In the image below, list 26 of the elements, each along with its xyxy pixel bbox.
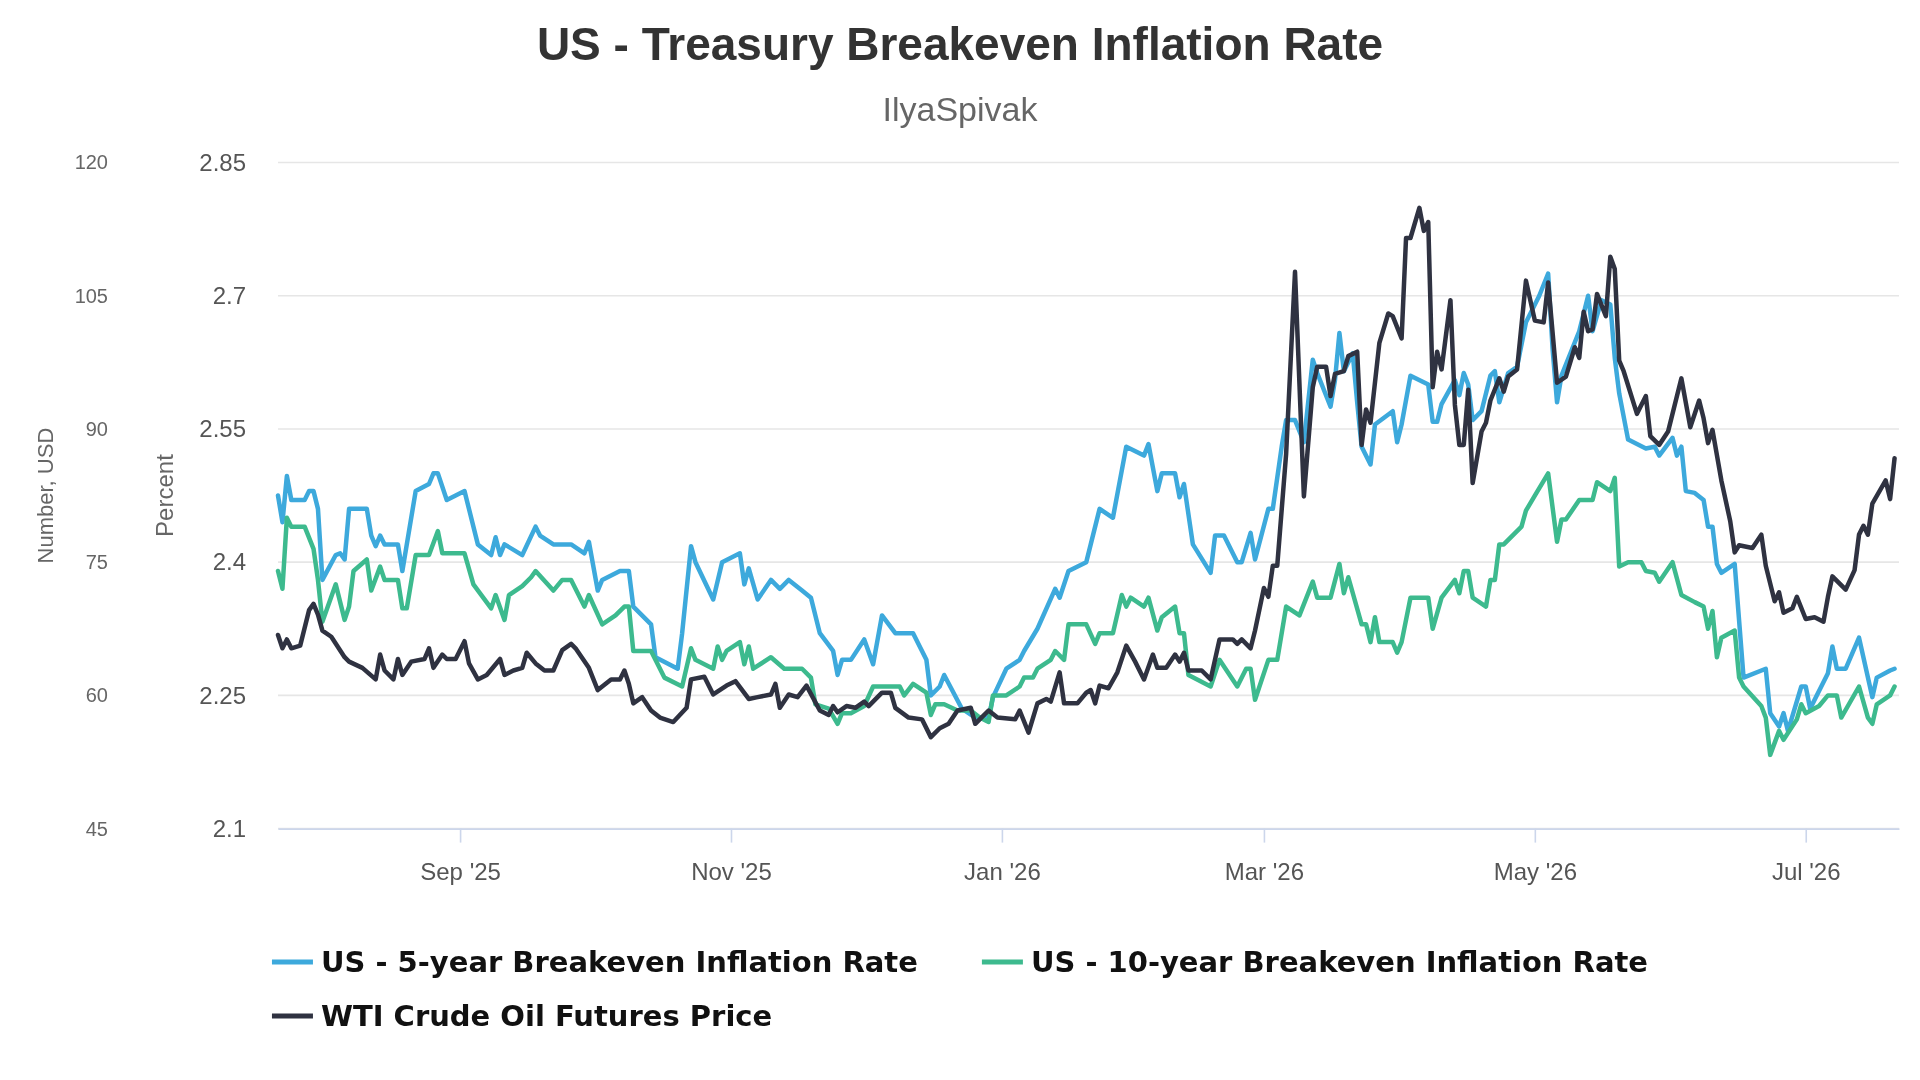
y2-tick-label: 60 — [85, 684, 108, 707]
line-series — [275, 471, 1897, 758]
y2-tick-label: 90 — [85, 417, 108, 440]
y2-axis-title: Number, USD — [32, 427, 58, 564]
legend-label: WTI Crude Oil Futures Price — [320, 999, 773, 1034]
x-tick-label: Mar '26 — [1224, 857, 1305, 885]
legend-label: US - 10-year Breakeven Inflation Rate — [1030, 945, 1649, 980]
legend-label: US - 5-year Breakeven Inflation Rate — [320, 945, 918, 980]
y-tick-label: 2.25 — [199, 681, 246, 709]
x-tick-label: Jan '26 — [964, 857, 1041, 885]
y-axis-title: Percent — [151, 453, 179, 537]
y-tick-label: 2.85 — [199, 148, 246, 176]
y-tick-label: 2.55 — [199, 415, 246, 443]
x-tick-label: Sep '25 — [420, 857, 501, 885]
x-tick-label: Jul '26 — [1771, 857, 1841, 885]
x-tick-label: May '26 — [1493, 857, 1577, 885]
y-tick-label: 2.7 — [212, 281, 246, 309]
y2-tick-label: 45 — [85, 817, 108, 840]
y-tick-label: 2.1 — [212, 814, 246, 842]
x-tick-label: Nov '25 — [691, 857, 772, 885]
y2-tick-label: 120 — [74, 151, 108, 174]
y2-tick-label: 105 — [74, 284, 108, 307]
y2-tick-label: 75 — [85, 551, 108, 574]
chart-title: US - Treasury Breakeven Inflation Rate — [536, 18, 1384, 70]
chart-subtitle: IlyaSpivak — [882, 90, 1039, 128]
y-tick-label: 2.4 — [212, 548, 246, 576]
